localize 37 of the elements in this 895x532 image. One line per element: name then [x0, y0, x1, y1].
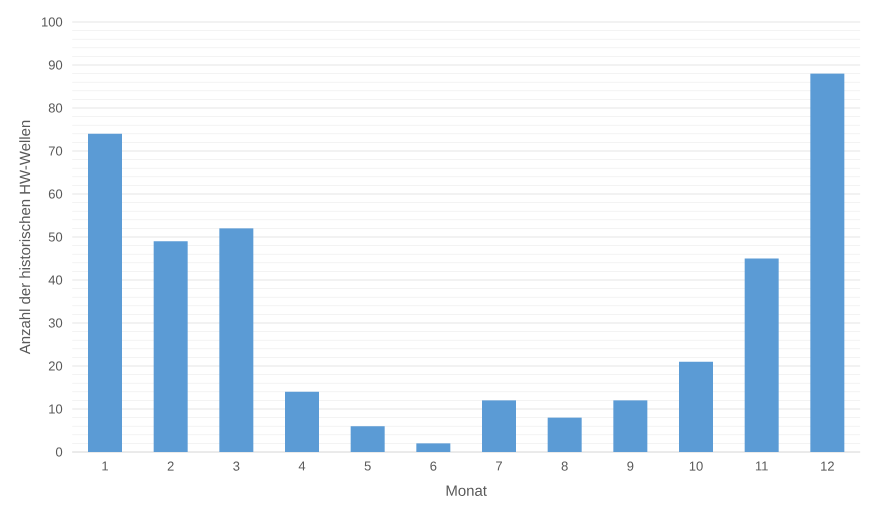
bar — [285, 392, 320, 452]
bar — [613, 400, 648, 452]
y-tick-label: 60 — [48, 189, 62, 199]
bar — [350, 426, 385, 452]
bar — [482, 400, 516, 452]
x-tick-label: 7 — [496, 462, 502, 470]
bar — [416, 443, 450, 452]
y-tick-label: 100 — [42, 17, 62, 27]
y-tick-label: 80 — [48, 103, 62, 113]
x-tick-label: 3 — [233, 462, 240, 471]
y-tick-label: 30 — [48, 318, 62, 328]
x-tick-label: 11 — [756, 462, 768, 470]
x-tick-label: 12 — [821, 462, 834, 471]
bar — [744, 258, 779, 452]
y-tick-label: 40 — [48, 275, 62, 285]
y-axis-title: Anzahl der historischen HW-Wellen — [19, 120, 30, 354]
y-tick-label: 90 — [48, 60, 62, 70]
bar — [679, 362, 714, 452]
x-tick-label: 10 — [690, 462, 703, 471]
bar — [88, 134, 122, 452]
x-tick-label: 4 — [298, 462, 306, 470]
x-tick-label: 6 — [430, 462, 436, 471]
x-tick-label: 2 — [168, 462, 174, 471]
bar — [810, 74, 844, 452]
y-tick-label: 20 — [48, 361, 62, 371]
x-axis-title: Monat — [446, 486, 487, 496]
x-tick-label: 8 — [562, 462, 568, 471]
bar — [548, 418, 582, 452]
bar — [154, 241, 188, 452]
x-tick-label: 9 — [627, 462, 634, 471]
y-tick-label: 0 — [56, 447, 62, 457]
y-tick-label: 70 — [48, 146, 62, 156]
x-tick-label: 5 — [364, 462, 371, 471]
y-tick-label: 50 — [48, 232, 62, 242]
bar — [219, 228, 254, 452]
y-tick-label: 10 — [49, 404, 62, 414]
x-tick-label: 1 — [102, 462, 108, 470]
